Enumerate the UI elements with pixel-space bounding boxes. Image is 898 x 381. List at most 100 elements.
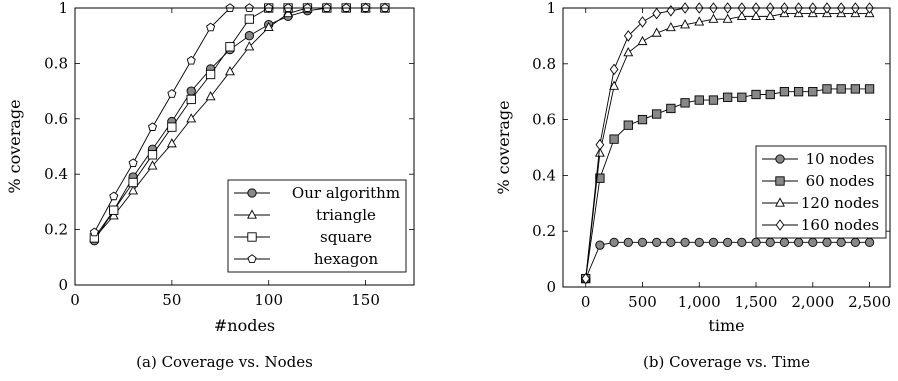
data-point bbox=[850, 237, 861, 248]
x-axis-label: #nodes bbox=[214, 316, 275, 335]
data-point bbox=[595, 138, 605, 151]
data-point bbox=[581, 272, 591, 285]
data-point bbox=[128, 185, 139, 195]
data-point bbox=[708, 237, 719, 248]
data-point bbox=[822, 237, 832, 248]
data-point bbox=[89, 227, 99, 237]
data-point bbox=[147, 122, 158, 131]
data-point bbox=[751, 237, 761, 248]
data-point bbox=[186, 113, 197, 123]
x-tick-label: 2,500 bbox=[848, 293, 891, 311]
legend-marker bbox=[247, 188, 257, 198]
data-point bbox=[708, 95, 719, 105]
data-point bbox=[736, 10, 747, 20]
plot-frame bbox=[562, 7, 891, 288]
data-point bbox=[637, 237, 648, 248]
data-point bbox=[244, 14, 254, 24]
y-tick-label: 0.6 bbox=[44, 110, 68, 128]
data-point bbox=[864, 84, 875, 94]
data-point bbox=[283, 7, 294, 18]
data-point bbox=[751, 10, 761, 20]
data-point bbox=[638, 16, 647, 28]
legend-label: hexagon bbox=[314, 250, 379, 268]
legend: Our algorithm triangle square hexagon bbox=[227, 179, 407, 273]
y-tick-label: 0.2 bbox=[532, 222, 556, 240]
legend-marker bbox=[247, 232, 257, 242]
data-point bbox=[680, 19, 691, 29]
y-tick-label: 0.4 bbox=[44, 165, 68, 183]
data-point bbox=[765, 10, 776, 20]
legend-label: 10 nodes bbox=[806, 150, 875, 168]
data-point bbox=[765, 237, 775, 248]
data-point bbox=[694, 95, 704, 105]
data-point bbox=[623, 47, 634, 57]
data-point bbox=[225, 42, 235, 52]
data-point bbox=[850, 84, 861, 94]
legend-label: 160 nodes bbox=[801, 216, 879, 234]
legend-marker bbox=[775, 197, 785, 207]
data-point bbox=[665, 21, 676, 32]
data-point bbox=[694, 237, 704, 248]
data-point bbox=[779, 87, 790, 97]
chart-a: 0 0.2 0.4 0.6 0.8 1 0 50 100 150 % coverage #nodes O… bbox=[5, 0, 415, 371]
data-point bbox=[186, 55, 196, 65]
data-point bbox=[680, 98, 690, 108]
x-tick-label: 2,000 bbox=[791, 293, 834, 311]
data-point bbox=[147, 160, 158, 170]
data-point bbox=[680, 237, 690, 248]
data-point bbox=[808, 237, 818, 248]
data-point bbox=[666, 103, 676, 114]
data-point bbox=[109, 205, 119, 215]
legend-box bbox=[227, 179, 407, 273]
series-10-nodes bbox=[581, 237, 875, 284]
data-point bbox=[637, 114, 648, 125]
chart-b: 0 0.2 0.4 0.6 0.8 1 0 500 1,000 1,500 2,000 2,500 % … bbox=[494, 0, 891, 371]
plot-frame bbox=[74, 7, 415, 286]
y-tick-label: 0 bbox=[58, 276, 68, 294]
chart-caption: (a) Coverage vs. Nodes bbox=[136, 353, 313, 371]
legend-marker bbox=[247, 254, 257, 263]
data-point bbox=[666, 237, 676, 248]
x-axis-label: time bbox=[708, 316, 744, 335]
data-point bbox=[225, 66, 235, 76]
x-tick-label: 0 bbox=[581, 293, 591, 311]
data-point bbox=[609, 134, 619, 144]
legend-label: square bbox=[320, 228, 372, 246]
data-point bbox=[167, 89, 177, 98]
data-point bbox=[708, 13, 719, 23]
y-tick-label: 0.4 bbox=[532, 166, 556, 184]
data-point bbox=[864, 237, 875, 248]
data-point bbox=[822, 84, 832, 94]
data-point bbox=[808, 87, 818, 97]
data-point bbox=[765, 89, 775, 100]
data-point bbox=[836, 237, 846, 248]
data-point bbox=[737, 92, 747, 102]
data-point bbox=[205, 69, 216, 80]
x-tick-label: 500 bbox=[628, 293, 657, 311]
legend: 10 nodes 60 nodes 120 nodes 160 nodes bbox=[755, 145, 887, 239]
data-point bbox=[109, 191, 119, 201]
data-point bbox=[147, 150, 158, 160]
data-point bbox=[609, 80, 620, 90]
x-tick-label: 1,000 bbox=[678, 293, 721, 311]
data-point bbox=[793, 237, 804, 248]
data-point bbox=[128, 177, 138, 188]
data-point bbox=[128, 158, 138, 167]
data-point bbox=[722, 13, 733, 23]
y-axis-label: % coverage bbox=[494, 100, 513, 194]
data-point bbox=[652, 7, 662, 20]
data-point bbox=[623, 237, 633, 248]
data-point bbox=[595, 173, 605, 183]
y-tick-label: 0.8 bbox=[532, 55, 556, 73]
data-point bbox=[722, 92, 733, 102]
data-point bbox=[652, 109, 662, 119]
legend-marker bbox=[775, 219, 785, 231]
x-tick-label: 50 bbox=[162, 291, 181, 309]
data-point bbox=[108, 210, 119, 220]
x-tick-label: 100 bbox=[254, 291, 283, 309]
legend-label: Our algorithm bbox=[292, 184, 400, 202]
data-point bbox=[737, 237, 747, 248]
y-tick-label: 0.8 bbox=[44, 54, 68, 72]
data-point bbox=[594, 147, 605, 157]
